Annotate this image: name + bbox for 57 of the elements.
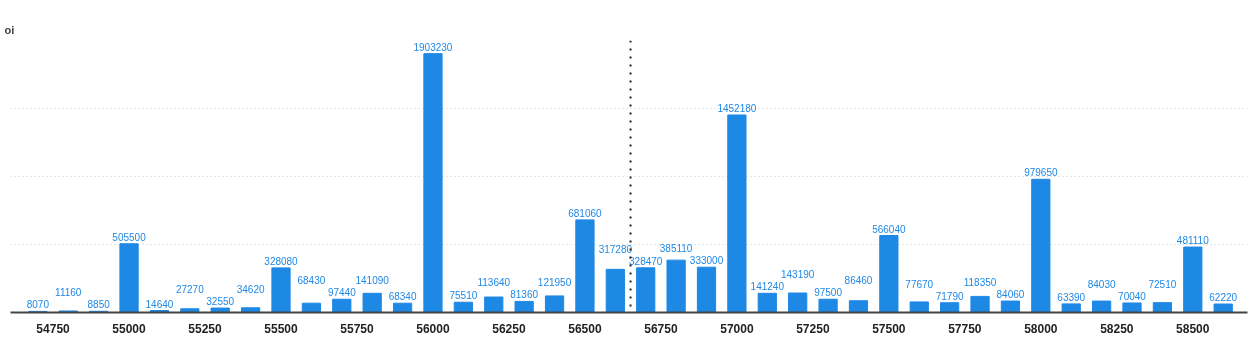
data-label: 141240: [750, 281, 785, 293]
data-label: 97440: [327, 287, 357, 299]
x-tick-label: 58500: [1176, 321, 1210, 336]
data-label: 97500: [814, 287, 843, 299]
x-tick-label: 56250: [492, 321, 526, 336]
data-label: 84060: [996, 289, 1025, 301]
data-label: 8850: [87, 299, 111, 311]
data-label: 11160: [55, 287, 82, 299]
data-label: 68340: [388, 291, 417, 303]
data-label: 71790: [935, 290, 964, 302]
x-tick-label: 58250: [1100, 321, 1134, 336]
data-label: 328080: [264, 255, 299, 267]
data-label: 979650: [1024, 167, 1058, 179]
x-tick-label: 58000: [1024, 321, 1058, 336]
data-label: 62220: [1209, 292, 1238, 304]
x-tick-label: 57750: [948, 321, 982, 336]
x-tick-label: 57000: [720, 321, 754, 336]
data-label: 14640: [145, 298, 174, 310]
data-label: 481110: [1176, 235, 1210, 247]
data-label: 68430: [297, 275, 326, 287]
x-tick-label: 56750: [644, 321, 678, 336]
data-label: 27270: [175, 284, 205, 296]
data-label: 70040: [1118, 290, 1147, 302]
data-label: 118350: [963, 277, 997, 289]
data-label: 72510: [1148, 278, 1177, 290]
x-tick-label: 55500: [264, 321, 299, 336]
x-tick-label: 56500: [568, 321, 602, 336]
data-label: 8070: [26, 299, 50, 311]
x-tick-label: 57500: [872, 321, 906, 336]
data-label: 121950: [537, 277, 572, 289]
data-label: 81360: [510, 289, 539, 301]
data-label: 141090: [355, 275, 390, 287]
data-label: 333000: [689, 255, 724, 267]
y-axis-title: oi: [4, 23, 15, 36]
data-label: 1903230: [413, 41, 453, 53]
x-tick-label: 55750: [340, 321, 374, 336]
x-tick-label: 55250: [188, 321, 223, 336]
data-label: 143190: [781, 269, 815, 281]
data-label: 328470: [629, 255, 663, 267]
data-label: 113640: [477, 277, 511, 289]
x-tick-label: 57250: [796, 321, 830, 336]
data-label: 385110: [659, 243, 693, 255]
x-tick-label: 56000: [416, 321, 450, 336]
data-label: 1452180: [717, 103, 757, 114]
data-label: 505500: [112, 231, 147, 243]
x-tick-label: 55000: [112, 321, 147, 336]
x-tick-label: 54750: [36, 321, 71, 336]
data-label: 681060: [568, 207, 603, 219]
data-label: 63390: [1057, 291, 1086, 303]
data-label: 317280: [598, 243, 633, 255]
data-label: 566040: [872, 223, 906, 235]
data-label: 86460: [844, 275, 873, 287]
data-label: 34620: [236, 284, 265, 296]
data-label: 77670: [905, 278, 934, 290]
data-label: 75510: [449, 290, 478, 302]
data-label: 84030: [1087, 278, 1116, 290]
data-label: 32550: [206, 296, 235, 308]
